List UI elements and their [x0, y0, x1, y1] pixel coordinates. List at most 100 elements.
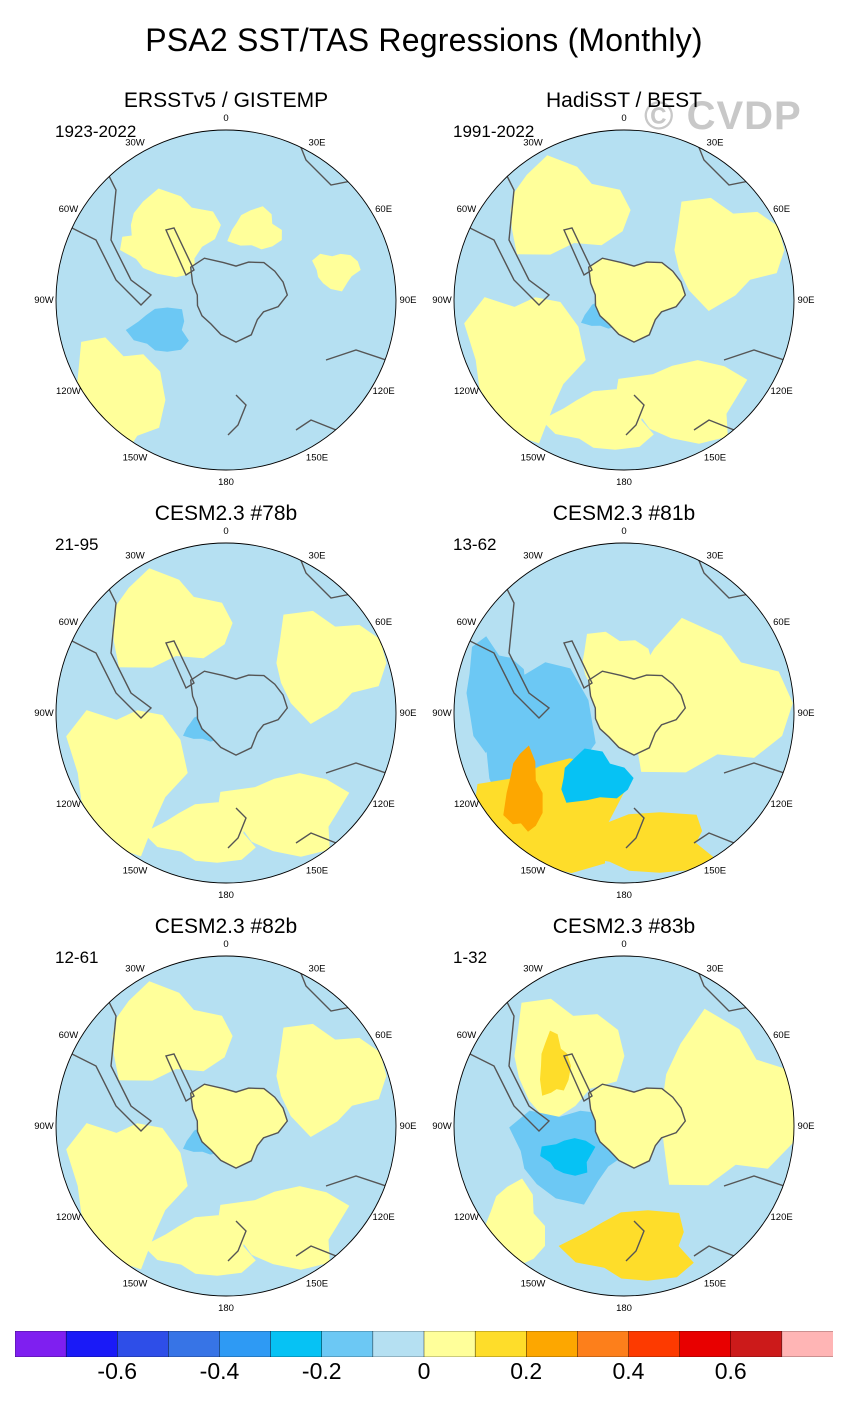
- longitude-label: 120W: [56, 799, 81, 810]
- regression-contour-region: [466, 636, 527, 753]
- panel-1-period: 1923-2022: [55, 122, 137, 141]
- panel-3-title: CESM2.3 #78b: [154, 502, 298, 525]
- regression-contour-region: [125, 307, 189, 352]
- colorbar-swatch: [15, 1331, 67, 1357]
- longitude-label: 150W: [123, 866, 148, 877]
- south-america-coastline: [454, 562, 551, 719]
- regression-contour-region: [276, 1023, 387, 1137]
- antarctica-coastline: [189, 670, 289, 756]
- longitude-label: 30E: [707, 963, 724, 974]
- colorbar-swatch: [474, 1331, 527, 1357]
- colorbar-swatch: [117, 1331, 169, 1357]
- colorbar-tick-label: 0.6: [714, 1358, 747, 1384]
- longitude-label: 180: [616, 1303, 632, 1314]
- antarctica-coastline: [189, 257, 289, 343]
- longitude-label: 60E: [773, 1030, 790, 1041]
- antarctica-coastline: [189, 1083, 289, 1169]
- longitude-label: 180: [218, 890, 234, 901]
- colorbar-tick-label: 0.4: [612, 1358, 645, 1384]
- longitude-label: 90W: [432, 1121, 452, 1132]
- longitude-label: 60W: [457, 1030, 477, 1041]
- colorbar-swatch: [781, 1331, 833, 1357]
- south-america-coastline: [454, 975, 551, 1132]
- regression-contour-region: [276, 610, 387, 724]
- longitude-label: 120E: [771, 799, 793, 810]
- panel-2-title: HadiSST / BEST: [545, 89, 702, 112]
- colorbar-swatch: [423, 1331, 476, 1357]
- panel-1-map: 0 30E 60E 90E 120E 150E 180 150W 120W 90W 60W 30W: [34, 113, 416, 488]
- antarctica-coastline: [587, 670, 687, 756]
- panel-5-map: 0 30E 60E 90E 120E 150E 180 150W 120W 90W 60W 30W: [34, 939, 416, 1314]
- panel-6-map: 0 30E 60E 90E 120E 150E 180 150W 120W 90W 60W 30W: [432, 939, 814, 1314]
- regression-contour-region: [112, 981, 233, 1081]
- longitude-label: 120E: [373, 386, 395, 397]
- longitude-label: 30W: [125, 137, 145, 148]
- panel-5-period: 12-61: [55, 948, 99, 967]
- longitude-label: 120W: [454, 1212, 479, 1223]
- map-boundary-circle: [453, 129, 795, 471]
- panel-6-period: 1-32: [453, 948, 488, 967]
- antarctic-peninsula: [165, 1053, 195, 1103]
- longitude-label: 30E: [707, 550, 724, 561]
- longitude-label: 90E: [798, 1121, 815, 1132]
- colorbar-tick-label: 0: [417, 1358, 431, 1384]
- colorbar: [15, 1331, 833, 1357]
- longitude-label: 120W: [454, 799, 479, 810]
- new-zealand-coastline: [227, 1220, 247, 1262]
- longitude-label: 120W: [56, 386, 81, 397]
- longitude-label: 150W: [521, 866, 546, 877]
- panel-1-title: ERSSTv5 / GISTEMP: [123, 89, 329, 112]
- south-america-coastline: [454, 149, 551, 306]
- regression-contour-region: [561, 748, 634, 803]
- longitude-label: 180: [218, 477, 234, 488]
- map-boundary-circle: [55, 129, 397, 471]
- longitude-label: 90W: [34, 1121, 54, 1132]
- regression-contour-region: [674, 197, 785, 311]
- longitude-label: 150W: [521, 453, 546, 464]
- longitude-label: 0: [223, 939, 228, 950]
- longitude-label: 90W: [34, 708, 54, 719]
- new-zealand-coastline: [227, 394, 247, 436]
- longitude-label: 150W: [123, 453, 148, 464]
- longitude-label: 0: [223, 113, 228, 124]
- longitude-label: 150E: [306, 1279, 328, 1290]
- longitude-label: 150W: [521, 1279, 546, 1290]
- panel-5-title: CESM2.3 #82b: [154, 915, 298, 938]
- panel-2-map: 0 30E 60E 90E 120E 150E 180 150W 120W 90W 60W 30W: [432, 113, 814, 488]
- antarctica-coastline: [587, 1083, 687, 1169]
- longitude-label: 0: [621, 939, 626, 950]
- colorbar-swatch: [270, 1331, 323, 1357]
- longitude-label: 60W: [59, 204, 79, 215]
- regression-contour-region: [464, 297, 586, 444]
- panel-3-map: 0 30E 60E 90E 120E 150E 180 150W 120W 90W 60W 30W: [34, 526, 416, 901]
- longitude-label: 180: [218, 1303, 234, 1314]
- longitude-label: 90E: [400, 295, 417, 306]
- longitude-label: 60E: [773, 204, 790, 215]
- longitude-label: 150E: [704, 866, 726, 877]
- colorbar-tick-label: 0.2: [510, 1358, 543, 1384]
- longitude-label: 60E: [773, 617, 790, 628]
- longitude-label: 60E: [375, 617, 392, 628]
- new-zealand-coastline: [625, 1220, 645, 1262]
- regression-contour-region: [112, 568, 233, 668]
- colorbar-tick-label: -0.4: [199, 1358, 240, 1384]
- panel-6-title: CESM2.3 #83b: [552, 915, 696, 938]
- longitude-label: 180: [616, 890, 632, 901]
- longitude-label: 90W: [432, 708, 452, 719]
- longitude-label: 60W: [59, 1030, 79, 1041]
- longitude-label: 90E: [400, 708, 417, 719]
- south-america-coastline: [56, 149, 153, 306]
- figure-title: PSA2 SST/TAS Regressions (Monthly): [145, 22, 703, 58]
- panel-4-map: 0 30E 60E 90E 120E 150E 180 150W 120W 90W 60W 30W: [432, 526, 814, 901]
- cvdp-watermark: © CVDP: [644, 94, 802, 138]
- colorbar-tick-label: -0.6: [97, 1358, 138, 1384]
- colorbar-swatch: [679, 1331, 732, 1357]
- colorbar-swatch: [730, 1331, 783, 1357]
- longitude-label: 30W: [523, 963, 543, 974]
- colorbar-swatch: [321, 1331, 374, 1357]
- longitude-label: 90E: [798, 708, 815, 719]
- longitude-label: 30E: [707, 137, 724, 148]
- regression-contour-region: [632, 617, 793, 773]
- longitude-label: 60W: [457, 617, 477, 628]
- new-zealand-coastline: [625, 807, 645, 849]
